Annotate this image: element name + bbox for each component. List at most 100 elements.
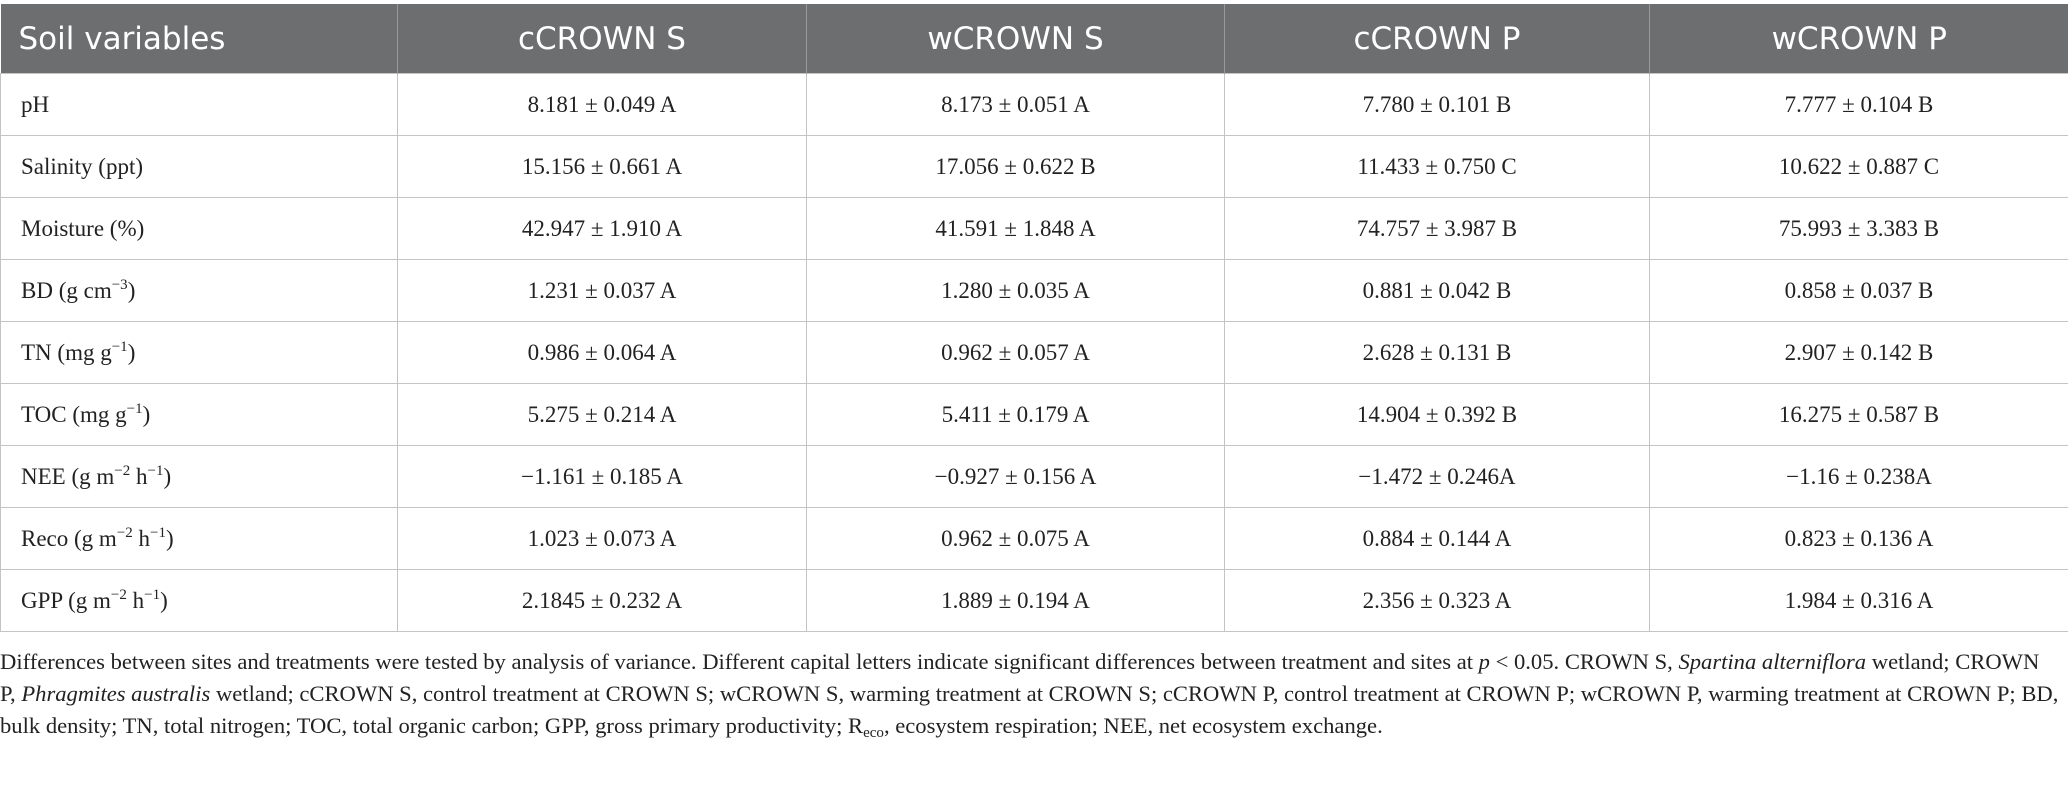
table-row: TOC (mg g−1) 5.275 ± 0.214 A 5.411 ± 0.179… [0, 383, 2068, 446]
text: BD (g cm [21, 277, 112, 303]
subscript: eco [863, 725, 884, 741]
superscript: −1 [150, 524, 166, 541]
cell: 42.947 ± 1.910 A [397, 197, 807, 260]
text: Reco (g m [21, 525, 117, 551]
text: ) [127, 277, 136, 303]
cell: 1.280 ± 0.035 A [806, 259, 1225, 322]
cell: 17.056 ± 0.622 B [806, 135, 1225, 198]
cell: 11.433 ± 0.750 C [1224, 135, 1650, 198]
text: h [132, 525, 151, 551]
cell: 1.889 ± 0.194 A [806, 569, 1225, 632]
cell: 8.173 ± 0.051 A [806, 73, 1225, 136]
italic-text: Phragmites australis [21, 681, 211, 706]
column-header: wCROWN S [806, 4, 1225, 74]
superscript: −1 [144, 586, 161, 603]
cell: 2.1845 ± 0.232 A [397, 569, 807, 632]
table-row: Moisture (%) 42.947 ± 1.910 A 41.591 ± 1.8… [0, 197, 2068, 260]
superscript: −2 [110, 586, 127, 603]
table-row: BD (g cm−3) 1.231 ± 0.037 A 1.280 ± 0.035 … [0, 259, 2068, 322]
column-header: wCROWN P [1649, 4, 2068, 74]
italic-text: p [1478, 649, 1490, 674]
table-row: GPP (g m−2 h−1) 2.1845 ± 0.232 A 1.889 ± 0… [0, 569, 2068, 632]
cell: 2.907 ± 0.142 B [1649, 321, 2068, 384]
row-label: Reco (g m−2 h−1) [0, 507, 398, 570]
text: ) [163, 463, 172, 489]
italic-text: Spartina alterniflora [1678, 649, 1867, 674]
table-row: TN (mg g−1) 0.986 ± 0.064 A 0.962 ± 0.057 … [0, 321, 2068, 384]
text: Moisture (%) [21, 215, 145, 241]
cell: 2.628 ± 0.131 B [1224, 321, 1650, 384]
text: ) [127, 339, 136, 365]
cell: 1.984 ± 0.316 A [1649, 569, 2068, 632]
cell: 0.962 ± 0.057 A [806, 321, 1225, 384]
cell: 74.757 ± 3.987 B [1224, 197, 1650, 260]
footnote: Differences between sites and treatments… [0, 646, 2060, 742]
cell: −1.16 ± 0.238A [1649, 445, 2068, 508]
text: h [130, 463, 148, 489]
row-label: BD (g cm−3) [0, 259, 398, 322]
cell: 7.780 ± 0.101 B [1224, 73, 1650, 136]
cell: 2.356 ± 0.323 A [1224, 569, 1650, 632]
superscript: −1 [147, 462, 164, 479]
row-label: Salinity (ppt) [0, 135, 398, 198]
cell: 0.823 ± 0.136 A [1649, 507, 2068, 570]
text: TN (mg g [21, 339, 112, 365]
table-row: Salinity (ppt) 15.156 ± 0.661 A 17.056 ± 0… [0, 135, 2068, 198]
row-label: Moisture (%) [0, 197, 398, 260]
row-label: TN (mg g−1) [0, 321, 398, 384]
cell: 10.622 ± 0.887 C [1649, 135, 2068, 198]
text: TOC (mg g [21, 401, 127, 427]
superscript: −3 [111, 276, 128, 293]
column-header: cCROWN P [1224, 4, 1650, 74]
text: wetland; cCROWN S, control treatment at … [0, 681, 2059, 738]
text: < 0.05. CROWN S, [1489, 649, 1679, 674]
text: , ecosystem respiration; NEE, net ecosys… [883, 713, 1383, 738]
text: ) [142, 401, 151, 427]
cell: −1.161 ± 0.185 A [397, 445, 807, 508]
table-row: Reco (g m−2 h−1) 1.023 ± 0.073 A 0.962 ± 0… [0, 507, 2068, 570]
cell: 0.881 ± 0.042 B [1224, 259, 1650, 322]
column-header: cCROWN S [397, 4, 807, 74]
cell: 0.858 ± 0.037 B [1649, 259, 2068, 322]
cell: −1.472 ± 0.246A [1224, 445, 1650, 508]
text: NEE (g m [21, 463, 115, 489]
row-label: NEE (g m−2 h−1) [0, 445, 398, 508]
cell: 0.986 ± 0.064 A [397, 321, 807, 384]
superscript: −2 [116, 524, 133, 541]
text: pH [21, 91, 50, 117]
cell: 5.275 ± 0.214 A [397, 383, 807, 446]
cell: 41.591 ± 1.848 A [806, 197, 1225, 260]
superscript: −1 [111, 338, 128, 355]
cell: 7.777 ± 0.104 B [1649, 73, 2068, 136]
text: h [126, 587, 145, 613]
cell: −0.927 ± 0.156 A [806, 445, 1225, 508]
text: ) [166, 525, 174, 551]
text: Differences between sites and treatments… [0, 649, 1479, 674]
text: Salinity (ppt) [21, 153, 144, 179]
cell: 75.993 ± 3.383 B [1649, 197, 2068, 260]
superscript: −1 [126, 400, 143, 417]
row-label: pH [0, 73, 398, 136]
cell: 15.156 ± 0.661 A [397, 135, 807, 198]
column-header: Soil variables [0, 4, 398, 74]
cell: 0.884 ± 0.144 A [1224, 507, 1650, 570]
cell: 14.904 ± 0.392 B [1224, 383, 1650, 446]
cell: 16.275 ± 0.587 B [1649, 383, 2068, 446]
cell: 0.962 ± 0.075 A [806, 507, 1225, 570]
cell: 1.231 ± 0.037 A [397, 259, 807, 322]
cell: 5.411 ± 0.179 A [806, 383, 1225, 446]
superscript: −2 [114, 462, 131, 479]
table-body: pH 8.181 ± 0.049 A 8.173 ± 0.051 A 7.780 ± … [0, 73, 2068, 632]
row-label: GPP (g m−2 h−1) [0, 569, 398, 632]
cell: 8.181 ± 0.049 A [397, 73, 807, 136]
row-label: TOC (mg g−1) [0, 383, 398, 446]
text: GPP (g m [21, 587, 111, 613]
table-row: pH 8.181 ± 0.049 A 8.173 ± 0.051 A 7.780 ± … [0, 73, 2068, 136]
text: ) [160, 587, 168, 613]
cell: 1.023 ± 0.073 A [397, 507, 807, 570]
text: wetland; CROWN P, [0, 649, 2040, 706]
table-row: NEE (g m−2 h−1) −1.161 ± 0.185 A −0.927 ± … [0, 445, 2068, 508]
